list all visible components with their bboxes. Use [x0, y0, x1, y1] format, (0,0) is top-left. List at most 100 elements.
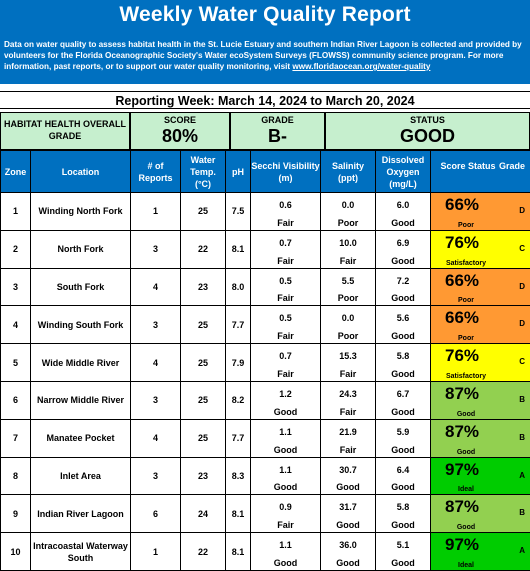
temp-cell: 25: [181, 193, 226, 231]
reports-cell: 3: [131, 457, 181, 495]
grade-letter: A: [519, 471, 525, 480]
status-text: Good: [431, 449, 501, 456]
location-cell: Narrow Middle River: [31, 381, 131, 419]
oxygen-rating: Good: [376, 482, 430, 492]
oxygen-value: 6.7: [376, 389, 430, 399]
grade-label: GRADE: [231, 115, 324, 126]
temp-cell: 25: [181, 381, 226, 419]
col-score-status: Score Status: [433, 160, 503, 172]
grade-letter: C: [519, 244, 525, 253]
ph-cell: 8.0: [226, 268, 251, 306]
status-text: Satisfactory: [431, 260, 501, 267]
zone-cell: 3: [1, 268, 31, 306]
zone-cell: 4: [1, 306, 31, 344]
grade-letter: D: [519, 206, 525, 215]
score-percent: 87%: [445, 385, 479, 403]
status-text: Satisfactory: [431, 373, 501, 380]
secchi-cell: 0.5 Fair: [251, 268, 321, 306]
col-ph: pH: [226, 151, 251, 193]
secchi-rating: Fair: [251, 256, 320, 266]
secchi-value: 1.1: [251, 465, 320, 475]
salinity-rating: Fair: [321, 407, 375, 417]
score-label: SCORE: [131, 115, 229, 126]
col-secchi: Secchi Visibility (m): [251, 151, 321, 193]
ph-cell: 8.1: [226, 533, 251, 571]
location-cell: Indian River Lagoon: [31, 495, 131, 533]
zone-cell: 10: [1, 533, 31, 571]
grade-letter: B: [519, 508, 525, 517]
salinity-value: 0.0: [321, 200, 375, 210]
location-cell: Winding South Fork: [31, 306, 131, 344]
secchi-value: 0.5: [251, 276, 320, 286]
report-description: Data on water quality to assess habitat …: [4, 39, 526, 72]
secchi-value: 1.2: [251, 389, 320, 399]
col-oxygen: Dissolved Oxygen (mg/L): [376, 151, 431, 193]
secchi-rating: Good: [251, 558, 320, 568]
score-percent: 66%: [445, 272, 479, 290]
score-percent: 76%: [445, 347, 479, 365]
oxygen-rating: Good: [376, 369, 430, 379]
salinity-value: 36.0: [321, 540, 375, 550]
salinity-rating: Poor: [321, 218, 375, 228]
oxygen-rating: Good: [376, 331, 430, 341]
zone-cell: 7: [1, 419, 31, 457]
temp-cell: 22: [181, 533, 226, 571]
grade-letter: D: [519, 282, 525, 291]
salinity-value: 15.3: [321, 351, 375, 361]
website-link[interactable]: www.floridaocean.org/water-quality: [292, 62, 430, 71]
title-banner: Weekly Water Quality Report Data on wate…: [0, 0, 530, 84]
oxygen-value: 5.6: [376, 313, 430, 323]
reports-cell: 4: [131, 419, 181, 457]
oxygen-value: 5.8: [376, 502, 430, 512]
salinity-rating: Good: [321, 482, 375, 492]
salinity-rating: Fair: [321, 445, 375, 455]
salinity-value: 30.7: [321, 465, 375, 475]
grade-letter: B: [519, 433, 525, 442]
oxygen-value: 5.1: [376, 540, 430, 550]
reporting-week: Reporting Week: March 14, 2024 to March …: [0, 91, 530, 109]
ph-cell: 8.1: [226, 495, 251, 533]
status-text: Good: [431, 524, 501, 531]
secchi-rating: Fair: [251, 218, 320, 228]
temp-cell: 23: [181, 268, 226, 306]
temp-cell: 24: [181, 495, 226, 533]
water-quality-table: Zone Location # of Reports Water Temp. (…: [0, 150, 530, 571]
secchi-rating: Fair: [251, 293, 320, 303]
grade-letter: A: [519, 546, 525, 555]
zone-cell: 1: [1, 193, 31, 231]
oxygen-rating: Good: [376, 520, 430, 530]
location-cell: North Fork: [31, 230, 131, 268]
ph-cell: 8.3: [226, 457, 251, 495]
reports-cell: 4: [131, 268, 181, 306]
status-text: Poor: [431, 335, 501, 342]
temp-cell: 25: [181, 419, 226, 457]
salinity-value: 10.0: [321, 238, 375, 248]
habitat-health-label: HABITAT HEALTH OVERALL GRADE: [1, 113, 129, 142]
table-header-row: Zone Location # of Reports Water Temp. (…: [1, 151, 530, 193]
zone-cell: 6: [1, 381, 31, 419]
ph-cell: 7.9: [226, 344, 251, 382]
salinity-rating: Fair: [321, 256, 375, 266]
score-percent: 97%: [445, 461, 479, 479]
